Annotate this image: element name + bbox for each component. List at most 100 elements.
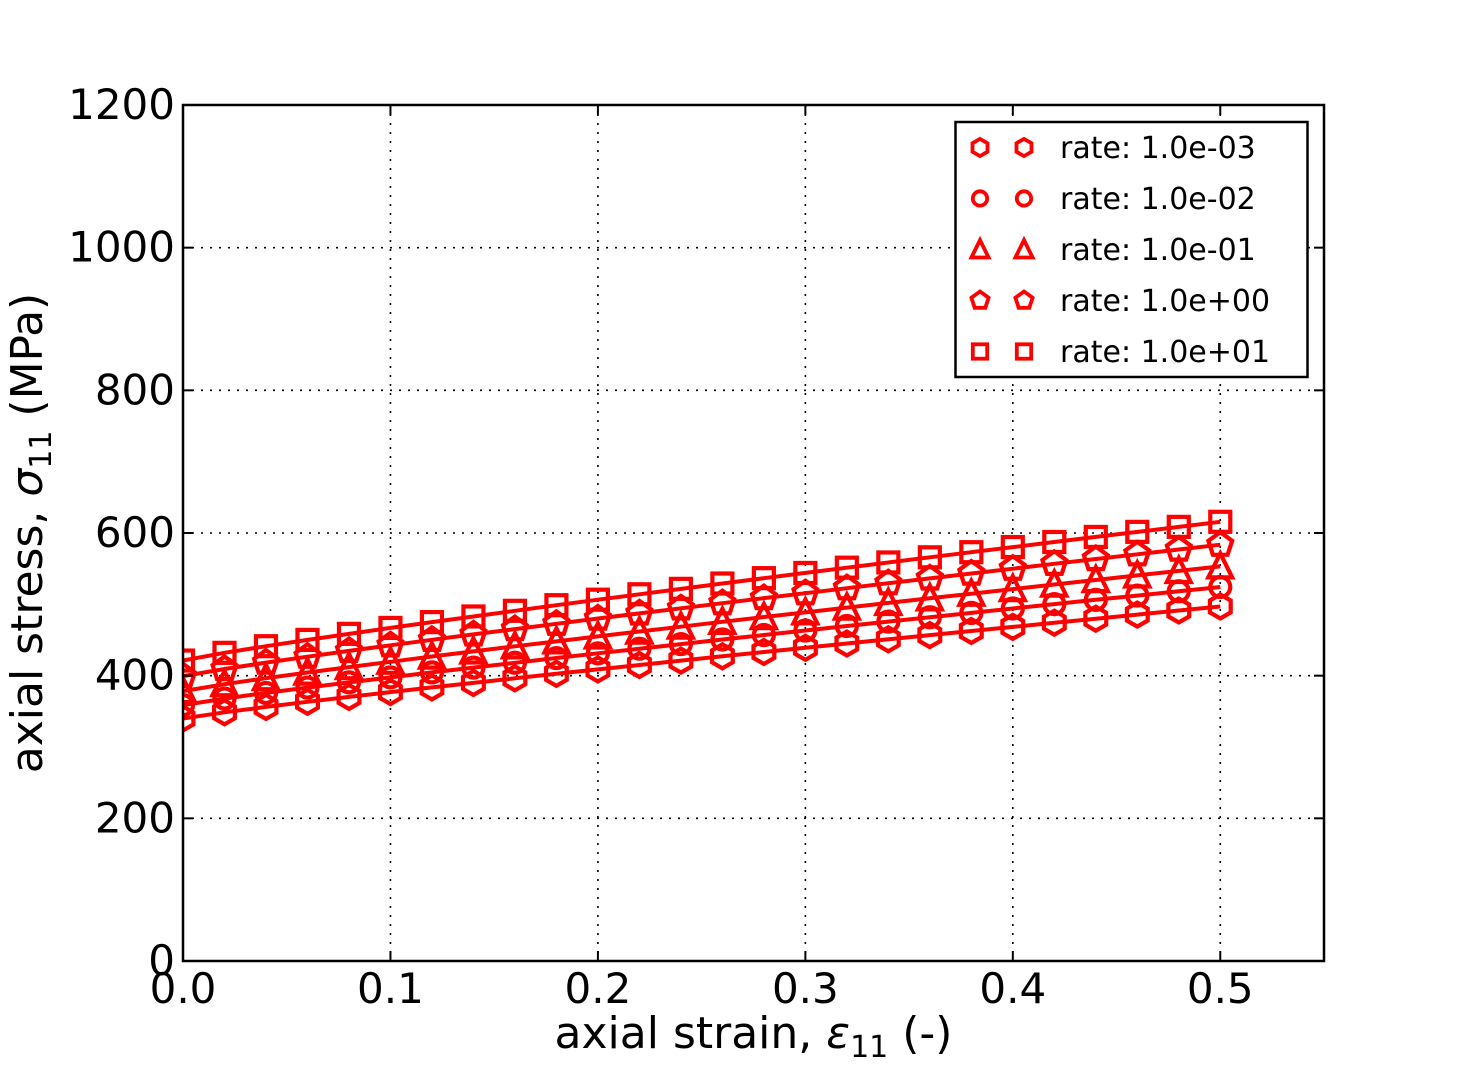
marker-pentagon — [1039, 548, 1069, 577]
marker-hexagon — [295, 687, 320, 717]
marker-triangle-up — [790, 594, 821, 626]
marker-triangle-up — [209, 666, 240, 698]
marker-square — [917, 545, 942, 570]
legend-marker-hexagon — [1014, 136, 1034, 159]
marker-hexagon — [792, 633, 818, 663]
marker-triangle-up — [375, 644, 406, 675]
marker-pentagon — [542, 608, 571, 637]
marker-hexagon — [502, 663, 528, 693]
marker-hexagon — [183, 704, 196, 733]
marker-square — [419, 609, 445, 635]
series-rate10e-03 — [183, 592, 1233, 733]
marker-square — [1125, 519, 1150, 544]
x-tick-label: 0.4 — [979, 964, 1046, 1013]
marker-triangle-up — [183, 673, 199, 705]
marker-square — [751, 566, 776, 591]
marker-triangle-up — [416, 638, 448, 670]
y-tick-label: 600 — [95, 508, 175, 557]
marker-square — [959, 540, 984, 565]
marker-hexagon — [1166, 596, 1192, 625]
marker-square — [1000, 534, 1025, 560]
series-line — [183, 519, 1221, 663]
y-tick-label: 1200 — [68, 80, 175, 129]
marker-circle — [793, 618, 818, 643]
marker-triangle-up — [665, 609, 697, 640]
y-tick-label: 0 — [148, 936, 175, 985]
plot-series — [183, 509, 1236, 733]
marker-square — [295, 627, 320, 653]
y-tick-label: 1000 — [68, 223, 175, 272]
marker-square — [627, 582, 652, 607]
series-line — [183, 585, 1221, 708]
marker-triangle-up — [582, 618, 614, 650]
marker-pentagon — [500, 614, 530, 642]
marker-circle — [876, 609, 901, 634]
marker-square — [1208, 509, 1233, 534]
marker-triangle-up — [707, 604, 738, 636]
marker-square — [1166, 514, 1191, 539]
series-line — [183, 542, 1221, 679]
legend-marker-circle — [1014, 189, 1034, 208]
marker-triangle-up — [624, 613, 655, 645]
marker-pentagon — [1164, 534, 1194, 562]
marker-square — [1083, 524, 1108, 550]
marker-circle — [295, 675, 320, 700]
y-tick-label: 200 — [95, 793, 175, 842]
marker-circle — [461, 655, 486, 680]
marker-hexagon — [875, 624, 901, 654]
series-rate10e-02 — [183, 574, 1233, 718]
marker-triangle-up — [1163, 553, 1195, 585]
marker-pentagon — [915, 563, 945, 591]
marker-circle — [751, 622, 776, 648]
marker-square — [502, 598, 528, 623]
marker-square — [585, 587, 611, 612]
marker-triangle-up — [250, 660, 282, 692]
marker-circle — [834, 613, 859, 639]
marker-triangle-up — [333, 649, 365, 681]
marker-circle — [710, 627, 735, 652]
y-tick-label: 400 — [95, 651, 175, 700]
marker-square — [461, 604, 486, 629]
marker-pentagon — [874, 568, 903, 596]
legend-marker-pentagon — [1013, 289, 1035, 310]
marker-pentagon — [956, 558, 986, 586]
legend-label: rate: 1.0e+00 — [1060, 284, 1270, 319]
marker-hexagon — [378, 677, 403, 707]
marker-triangle-up — [1204, 548, 1236, 580]
x-tick-label: 0.0 — [150, 964, 217, 1013]
marker-pentagon — [459, 619, 488, 647]
legend: rate: 1.0e-03 rate: 1.0e-02 rate: 1.0e-01 r… — [954, 120, 1309, 379]
marker-circle — [585, 641, 611, 666]
legend-marker-hexagon — [970, 136, 990, 159]
marker-hexagon — [419, 672, 445, 702]
marker-hexagon — [709, 641, 735, 671]
marker-triangle-up — [914, 580, 946, 612]
marker-circle — [419, 660, 445, 685]
marker-hexagon — [917, 620, 943, 650]
marker-triangle-up — [831, 589, 863, 621]
marker-square — [544, 593, 569, 618]
marker-pentagon — [1205, 529, 1235, 557]
marker-triangle-up — [499, 628, 531, 660]
legend-marker-triangle-up — [968, 235, 992, 260]
legend-marker-square — [1014, 342, 1034, 361]
marker-hexagon — [1000, 612, 1026, 642]
marker-hexagon — [253, 692, 279, 722]
x-tick-label: 0.1 — [357, 964, 424, 1013]
marker-square — [336, 621, 362, 646]
marker-hexagon — [1207, 592, 1233, 621]
legend-label: rate: 1.0e-01 — [1060, 233, 1256, 268]
marker-hexagon — [751, 637, 777, 667]
marker-triangle-up — [956, 575, 987, 607]
marker-hexagon — [585, 654, 611, 684]
y-axis-label: axial stress, σ11 (MPa) — [2, 293, 59, 773]
legend-marker-triangle-up — [1012, 235, 1036, 260]
marker-pentagon — [1122, 539, 1152, 567]
marker-square — [253, 634, 279, 659]
marker-circle — [917, 605, 942, 630]
marker-hexagon — [1041, 608, 1067, 638]
marker-circle — [502, 650, 528, 675]
marker-square — [668, 576, 693, 601]
